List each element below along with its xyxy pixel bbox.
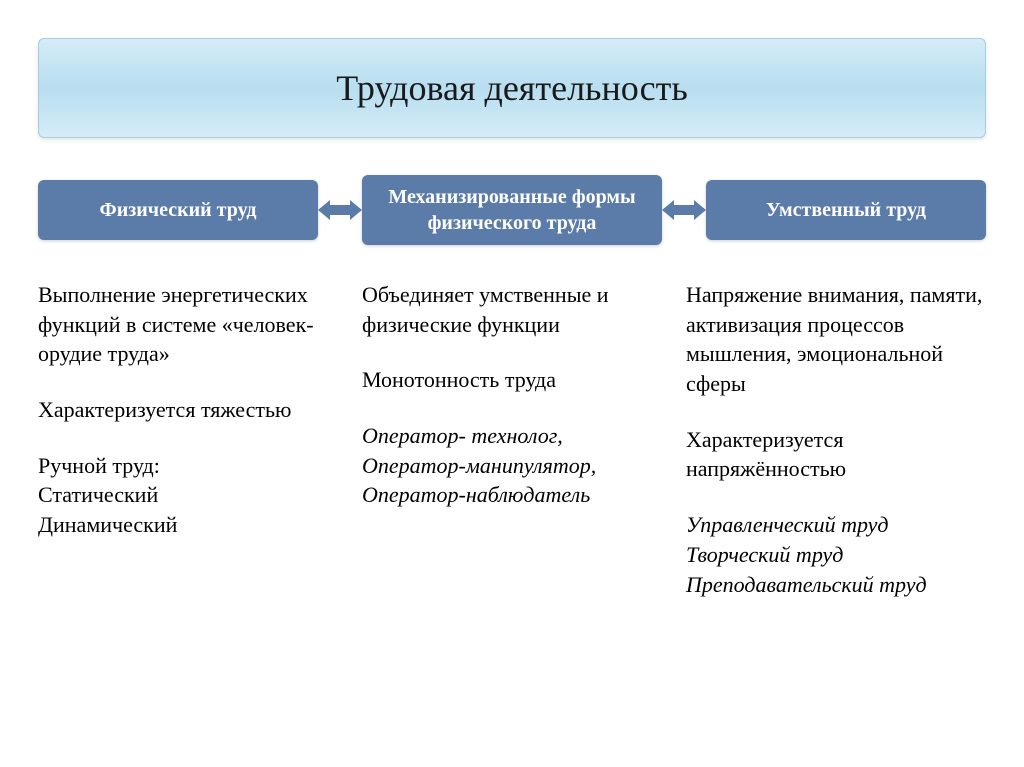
mental-p2: Характеризуется напряжённостью [686,425,986,484]
category-physical: Физический труд [38,180,318,240]
title-text: Трудовая деятельность [336,67,688,109]
mechanized-p1: Объединяет умственные и физические функц… [362,280,662,339]
content-row: Выполнение энергетических функций в сист… [38,280,986,599]
category-row: Физический труд Механизированные формы ф… [38,175,986,245]
category-mechanized: Механизированные формы физического труда [362,175,662,245]
category-physical-label: Физический труд [100,197,257,223]
mental-p3: Управленческий трудТворческий трудПрепод… [686,510,986,599]
category-mental-label: Умственный труд [766,197,926,223]
mechanized-p3: Оператор- технолог,Оператор-манипулятор,… [362,421,662,510]
column-mechanized: Объединяет умственные и физические функц… [362,280,662,599]
physical-p3: Ручной труд:СтатическийДинамический [38,451,338,540]
column-mental: Напряжение внимания, памяти, активизация… [686,280,986,599]
title-banner: Трудовая деятельность [38,38,986,138]
arrow-left-icon [318,198,362,222]
physical-p1: Выполнение энергетических функций в сист… [38,280,338,369]
category-mechanized-label: Механизированные формы физического труда [380,184,644,236]
mental-p1: Напряжение внимания, памяти, активизация… [686,280,986,399]
mechanized-p2: Монотонность труда [362,365,662,395]
category-mental: Умственный труд [706,180,986,240]
physical-p2: Характеризуется тяжестью [38,395,338,425]
arrow-right-icon [662,198,706,222]
column-physical: Выполнение энергетических функций в сист… [38,280,338,599]
